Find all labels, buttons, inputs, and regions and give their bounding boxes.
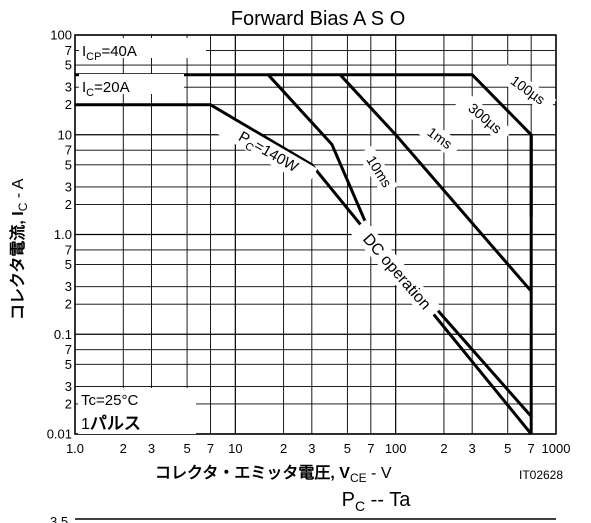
y-tick-label: 3 [65,379,72,394]
y-tick-label: 2 [65,396,72,411]
y-tick-label: 5 [65,157,72,172]
x-tick-label: 5 [183,441,190,456]
y-tick-label: 0.1 [54,327,72,342]
y-tick-label: 7 [65,143,72,158]
series-100-s [75,75,531,434]
y-tick-label: 5 [65,58,72,73]
y-tick-label: 2 [65,297,72,312]
y-tick-label: 3 [65,179,72,194]
y-tick-label: 3 [65,279,72,294]
y-tick-label: 100 [50,28,72,43]
series-dc-operation [75,105,531,434]
x-tick-label: 2 [120,441,127,456]
x-tick-label: 5 [344,441,351,456]
y-tick-label: 2 [65,97,72,112]
chart-title: Forward Bias A S O [231,8,406,30]
x-tick-label: 5 [504,441,511,456]
dc-label: DC operation [359,231,434,313]
x-tick-label: 3 [469,441,476,456]
x-tick-label: 7 [207,441,214,456]
x-axis-title: コレクタ・エミッタ電圧, VCE - V [155,464,392,485]
y-tick-label: 1.0 [54,227,72,242]
series-group [75,75,531,434]
y-tick-label: 7 [65,342,72,357]
x-tick-label: 7 [528,441,535,456]
x-tick-label: 1.0 [66,441,84,456]
tc-label: Tc=25°C [81,392,138,409]
x-tick-label: 3 [148,441,155,456]
y-axis-title: コレクタ電流, IC - A [8,178,30,320]
x-tick-label: 3 [308,441,315,456]
x-tick-label: 7 [367,441,374,456]
x-tick-label: 10 [228,441,242,456]
pulse-label: 1パルス [81,414,141,433]
y-tick-label: 3 [65,80,72,95]
second-chart-y-tick: 3.5 [50,514,68,523]
y-tick-label: 0.01 [47,427,72,442]
x-tick-label: 2 [440,441,447,456]
x-tick-label: 1000 [542,441,571,456]
figure-code: IT02628 [519,468,563,482]
x-tick-label: 2 [280,441,287,456]
second-chart-title: PC -- Ta [342,489,412,514]
y-tick-label: 10 [58,127,72,142]
x-tick-labels: 1.0 2 3 5 7 10 2 3 5 7 100 2 3 5 7 1000 [66,441,571,456]
y-tick-label: 5 [65,357,72,372]
y-tick-label: 5 [65,257,72,272]
x-tick-label: 100 [385,441,407,456]
y-tick-label: 2 [65,197,72,212]
y-tick-label: 7 [65,242,72,257]
y-tick-label: 7 [65,43,72,58]
